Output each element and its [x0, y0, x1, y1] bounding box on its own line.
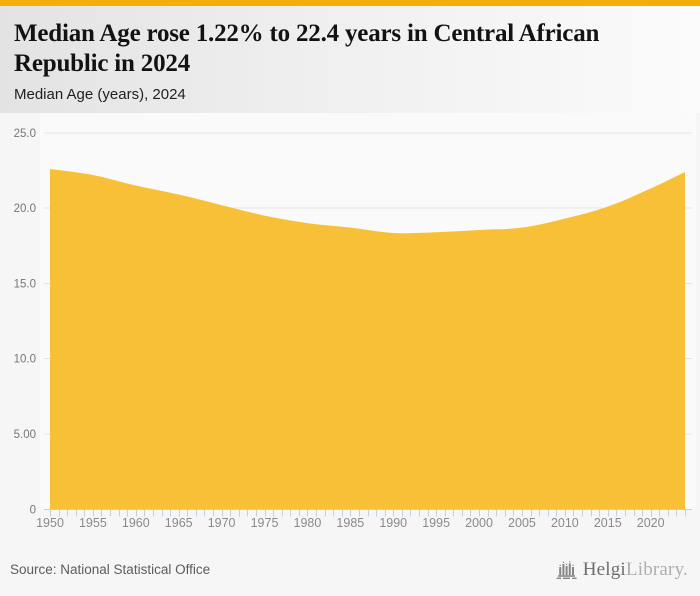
y-tick-label: 15.0 — [14, 278, 36, 290]
y-tick-label: 25.0 — [14, 128, 36, 140]
y-tick-label: 10.0 — [14, 354, 36, 366]
x-tick-label: 1975 — [251, 516, 279, 530]
median-age-area-series — [50, 168, 685, 510]
chart-area: 25.0 20.0 15.0 10.0 5.00 0 1950 1955 1960 1965 197… — [0, 113, 700, 543]
header: Median Age rose 1.22% to 22.4 years in C… — [0, 6, 700, 113]
x-tick-label: 2000 — [465, 516, 493, 530]
x-tick-label: 1970 — [208, 516, 236, 530]
y-tick-label: 5.00 — [14, 429, 36, 441]
x-tick-label: 1995 — [422, 516, 450, 530]
helgi-library-logo-link[interactable]: HelgiLibrary. — [555, 559, 688, 581]
x-tick-label: 1985 — [336, 516, 364, 530]
source-text: Source: National Statistical Office — [10, 562, 211, 577]
y-tick-label: 20.0 — [14, 203, 36, 215]
chart-subtitle: Median Age (years), 2024 — [14, 86, 186, 103]
y-tick-label: 0 — [30, 504, 36, 516]
x-tick-label: 2020 — [637, 516, 665, 530]
page-title: Median Age rose 1.22% to 22.4 years in C… — [14, 20, 600, 77]
x-tick-label: 1960 — [122, 516, 150, 530]
top-accent-bar — [0, 0, 700, 6]
helgi-building-icon — [556, 560, 577, 579]
x-axis-labels: 1950 1955 1960 1965 1970 1975 1980 1985 1990 1995… — [36, 516, 665, 530]
logo-text: HelgiLibrary. — [583, 559, 688, 581]
y-axis-labels: 25.0 20.0 15.0 10.0 5.00 0 — [14, 128, 36, 516]
x-tick-label: 2005 — [508, 516, 536, 530]
x-axis-ticks — [50, 509, 686, 517]
x-tick-label: 1965 — [165, 516, 193, 530]
x-tick-label: 1990 — [379, 516, 407, 530]
footer: Source: National Statistical Office Helg… — [0, 543, 700, 596]
logo-text-helgi: Helgi — [582, 558, 626, 580]
x-tick-label: 1955 — [79, 516, 107, 530]
logo-text-library: Library. — [625, 558, 688, 580]
x-tick-label: 1950 — [36, 516, 64, 530]
x-tick-label: 2015 — [594, 516, 622, 530]
x-tick-label: 1980 — [294, 516, 322, 530]
x-tick-label: 2010 — [551, 516, 579, 530]
